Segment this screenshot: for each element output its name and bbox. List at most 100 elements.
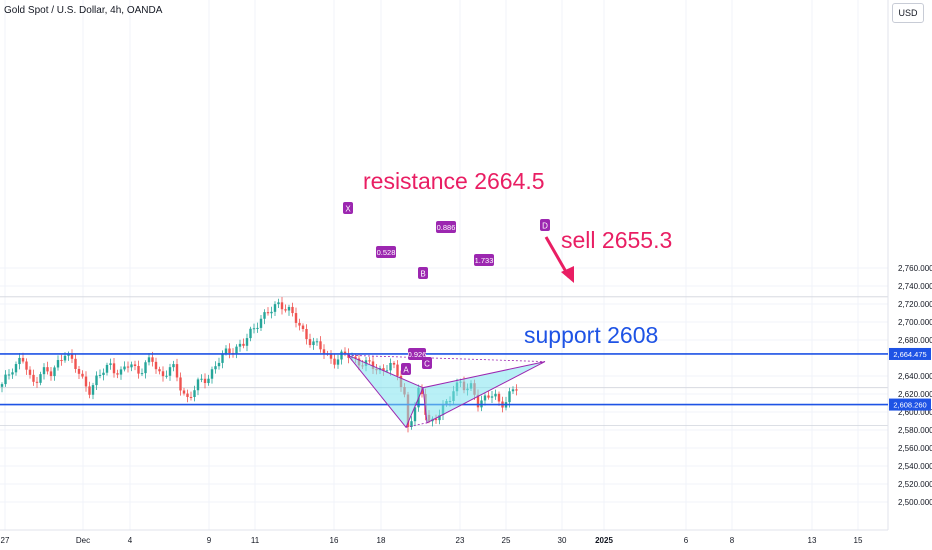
support-annotation: support 2608	[524, 322, 658, 348]
candle	[172, 364, 175, 368]
candle	[315, 341, 319, 343]
candle	[112, 363, 116, 374]
candle	[340, 351, 343, 360]
candle	[280, 302, 284, 310]
candle	[368, 360, 371, 362]
time-axis-label: 18	[377, 536, 386, 545]
candle	[77, 368, 81, 374]
resistance-price-tag	[889, 347, 931, 360]
candle	[35, 381, 39, 383]
candle	[21, 357, 25, 362]
resistance-annotation: resistance 2664.5	[363, 168, 545, 194]
candle	[291, 306, 294, 314]
candle	[88, 386, 91, 395]
candle	[476, 394, 480, 408]
candle	[494, 393, 497, 397]
chart-title: Gold Spot / U.S. Dollar, 4h, OANDA	[4, 5, 163, 16]
candle	[102, 372, 105, 375]
candle	[333, 358, 336, 365]
candle	[228, 348, 231, 353]
candle	[25, 361, 28, 370]
candle	[179, 377, 182, 391]
pattern-point-d-badge	[540, 219, 550, 231]
candle	[91, 385, 95, 395]
candle	[245, 338, 249, 346]
candle	[165, 375, 168, 377]
candle	[238, 343, 242, 347]
candle	[84, 376, 88, 387]
candle	[483, 395, 487, 401]
time-axis-label: 30	[558, 536, 567, 545]
candle	[301, 325, 305, 330]
candle	[133, 364, 137, 366]
candle	[14, 364, 18, 373]
candle	[298, 322, 301, 326]
candle	[413, 407, 417, 422]
candle	[277, 302, 280, 305]
candle	[249, 328, 252, 339]
time-axis-label: 23	[456, 536, 465, 545]
price-axis-label: 2,720.000	[898, 300, 932, 309]
candle	[508, 391, 511, 403]
support-price-label: 2,608.260	[893, 401, 926, 410]
price-axis-label: 2,500.000	[898, 498, 932, 507]
price-axis-label: 2,680.000	[898, 336, 932, 345]
candle	[354, 356, 357, 359]
candle	[168, 367, 172, 376]
time-axis-label: 2025	[595, 536, 613, 545]
price-axis-label: 2,700.000	[898, 318, 932, 327]
pattern-ratio-label: 0.926	[408, 350, 427, 359]
candle	[28, 369, 32, 375]
candle	[221, 353, 224, 363]
time-axis-label: 16	[330, 536, 339, 545]
pattern-point-a-badge	[401, 363, 411, 375]
candle	[515, 389, 518, 391]
time-axis-label: 6	[684, 536, 689, 545]
candle	[18, 357, 21, 365]
candle	[322, 349, 326, 354]
candle	[144, 362, 147, 374]
candle	[49, 371, 53, 377]
candle	[116, 373, 119, 375]
time-axis-label: Dec	[76, 536, 90, 545]
pattern-ratio-badge	[376, 246, 396, 258]
candle	[434, 418, 438, 421]
candle	[207, 378, 210, 384]
candle	[161, 371, 165, 377]
candle	[4, 374, 7, 385]
candle	[11, 372, 14, 375]
pattern-ac-line	[405, 422, 428, 428]
price-axis-label: 2,540.000	[898, 462, 932, 471]
candle	[308, 339, 312, 346]
time-axis-label: 8	[730, 536, 735, 545]
candle	[140, 373, 144, 375]
candle	[438, 414, 441, 421]
candle	[385, 370, 389, 372]
time-axis-label: 27	[1, 536, 10, 545]
candle	[511, 389, 515, 392]
time-axis-label: 4	[128, 536, 133, 545]
candle	[42, 367, 46, 375]
price-axis-label: 2,620.000	[898, 390, 932, 399]
pattern-point-b: B	[420, 270, 425, 279]
candle	[200, 378, 203, 380]
currency-button[interactable]: USD	[892, 3, 924, 23]
pattern-point-a: A	[403, 366, 409, 375]
sell-arrow-head	[561, 266, 574, 283]
candle	[123, 366, 126, 370]
candle	[189, 396, 193, 398]
candle	[39, 374, 42, 383]
candle	[196, 379, 200, 391]
resistance-price-label: 2,664.475	[893, 350, 926, 359]
candle	[343, 351, 347, 354]
candle	[329, 353, 333, 359]
support-price-tag	[889, 398, 931, 411]
candle	[119, 369, 123, 375]
pattern-point-b-badge	[418, 267, 428, 279]
candle	[319, 341, 322, 350]
candle	[186, 393, 189, 397]
time-axis-label: 15	[854, 536, 863, 545]
candle	[263, 312, 266, 319]
price-axis-label: 2,560.000	[898, 444, 932, 453]
